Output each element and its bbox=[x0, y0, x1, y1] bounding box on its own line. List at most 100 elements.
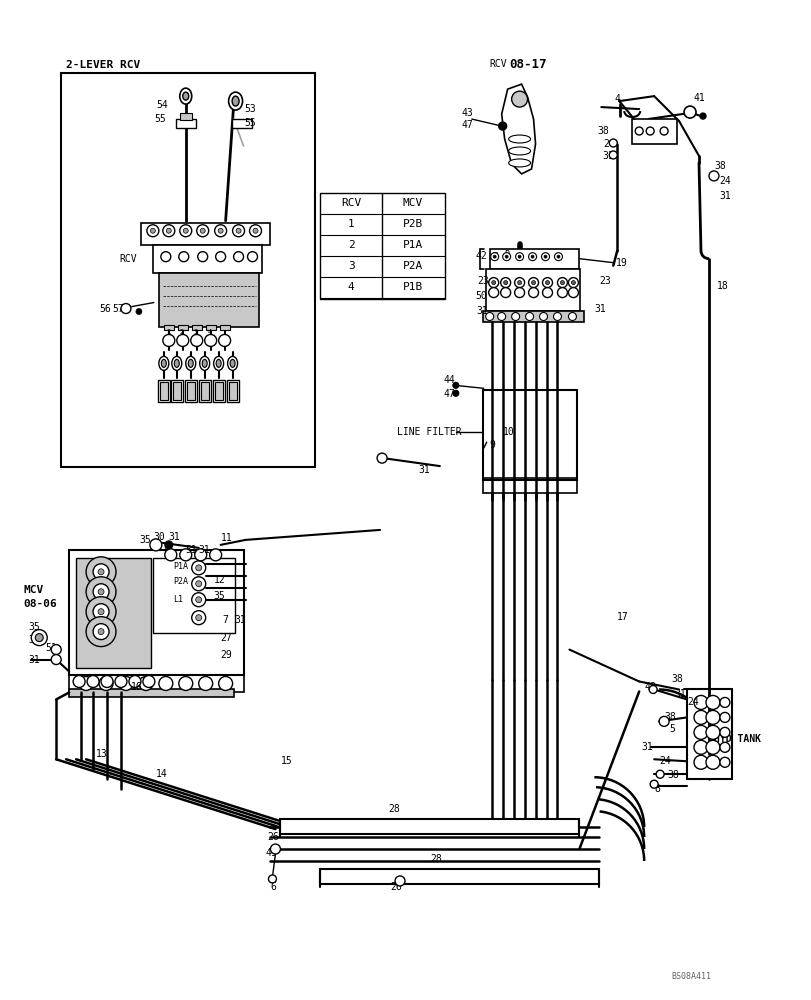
Circle shape bbox=[554, 253, 562, 261]
Circle shape bbox=[161, 252, 170, 262]
Circle shape bbox=[218, 228, 223, 233]
Text: 10: 10 bbox=[502, 427, 514, 437]
Text: 28: 28 bbox=[429, 854, 441, 864]
Bar bbox=[205, 325, 216, 330]
Circle shape bbox=[655, 770, 663, 778]
Circle shape bbox=[51, 645, 61, 655]
Circle shape bbox=[218, 334, 230, 346]
Text: 9: 9 bbox=[489, 440, 495, 450]
Circle shape bbox=[693, 740, 707, 754]
Text: 16: 16 bbox=[131, 682, 143, 692]
Text: 53: 53 bbox=[244, 104, 256, 114]
Bar bbox=[173, 382, 181, 400]
Text: L1: L1 bbox=[173, 595, 182, 604]
Circle shape bbox=[232, 225, 244, 237]
Circle shape bbox=[491, 281, 495, 285]
Bar bbox=[61, 73, 315, 467]
Circle shape bbox=[539, 313, 547, 321]
Circle shape bbox=[530, 255, 534, 258]
Circle shape bbox=[121, 304, 131, 314]
Circle shape bbox=[453, 382, 458, 388]
Text: 3: 3 bbox=[193, 329, 198, 335]
Circle shape bbox=[209, 549, 221, 561]
Circle shape bbox=[514, 278, 524, 288]
Circle shape bbox=[502, 253, 510, 261]
Circle shape bbox=[179, 225, 191, 237]
Bar bbox=[226, 380, 238, 402]
Bar bbox=[320, 869, 599, 884]
Bar bbox=[686, 689, 731, 779]
Bar bbox=[152, 245, 262, 273]
Ellipse shape bbox=[230, 359, 235, 367]
Text: 35: 35 bbox=[213, 591, 225, 601]
Text: 47: 47 bbox=[444, 389, 455, 399]
Text: 29: 29 bbox=[221, 650, 232, 660]
Text: P1A: P1A bbox=[173, 562, 187, 571]
Ellipse shape bbox=[186, 356, 195, 370]
Circle shape bbox=[528, 253, 536, 261]
Circle shape bbox=[79, 677, 93, 690]
Text: 31: 31 bbox=[602, 151, 613, 161]
Ellipse shape bbox=[232, 96, 238, 106]
Text: 47: 47 bbox=[461, 120, 473, 130]
Text: 17: 17 bbox=[616, 612, 629, 622]
Circle shape bbox=[93, 564, 109, 580]
Circle shape bbox=[159, 677, 173, 690]
Circle shape bbox=[571, 281, 575, 285]
Text: 50: 50 bbox=[475, 291, 487, 301]
Bar bbox=[483, 311, 584, 322]
Text: 38: 38 bbox=[667, 770, 678, 780]
Circle shape bbox=[98, 589, 104, 595]
Bar bbox=[152, 558, 234, 633]
Text: 6: 6 bbox=[270, 882, 276, 892]
Ellipse shape bbox=[229, 92, 242, 110]
Circle shape bbox=[376, 453, 387, 463]
Text: 23: 23 bbox=[599, 276, 611, 286]
Text: 48: 48 bbox=[643, 682, 655, 692]
Circle shape bbox=[86, 557, 116, 587]
Bar bbox=[159, 273, 258, 327]
Circle shape bbox=[504, 255, 508, 258]
Text: 24: 24 bbox=[718, 176, 730, 186]
Circle shape bbox=[492, 255, 496, 258]
Circle shape bbox=[166, 228, 171, 233]
Text: HYD TANK: HYD TANK bbox=[713, 734, 760, 744]
Circle shape bbox=[163, 334, 174, 346]
Bar bbox=[76, 558, 151, 668]
Ellipse shape bbox=[179, 88, 191, 104]
Circle shape bbox=[500, 288, 510, 298]
Bar bbox=[69, 675, 243, 692]
Circle shape bbox=[528, 288, 538, 298]
Circle shape bbox=[525, 313, 533, 321]
Bar bbox=[185, 380, 196, 402]
Text: 35: 35 bbox=[28, 622, 40, 632]
Text: 24: 24 bbox=[659, 756, 670, 766]
Circle shape bbox=[719, 697, 729, 707]
Circle shape bbox=[178, 677, 192, 690]
Text: 31: 31 bbox=[594, 304, 605, 314]
Circle shape bbox=[659, 716, 668, 726]
Circle shape bbox=[693, 695, 707, 709]
Text: 31: 31 bbox=[199, 545, 210, 555]
Bar bbox=[160, 382, 168, 400]
Circle shape bbox=[557, 278, 567, 288]
Circle shape bbox=[511, 313, 519, 321]
Text: 7: 7 bbox=[222, 615, 228, 625]
Circle shape bbox=[498, 122, 506, 130]
Bar bbox=[178, 325, 187, 330]
Circle shape bbox=[195, 581, 201, 587]
Circle shape bbox=[98, 609, 104, 615]
Text: 49: 49 bbox=[265, 848, 277, 858]
Circle shape bbox=[236, 228, 241, 233]
Text: P2A: P2A bbox=[173, 577, 187, 586]
Circle shape bbox=[200, 228, 205, 233]
Text: 08-06: 08-06 bbox=[24, 599, 57, 609]
Circle shape bbox=[699, 113, 705, 119]
Text: RCV: RCV bbox=[489, 59, 507, 69]
Circle shape bbox=[543, 255, 547, 258]
Text: 51: 51 bbox=[186, 545, 197, 555]
Circle shape bbox=[608, 139, 616, 147]
Text: 42: 42 bbox=[475, 251, 487, 261]
Circle shape bbox=[646, 127, 654, 135]
Circle shape bbox=[93, 604, 109, 620]
